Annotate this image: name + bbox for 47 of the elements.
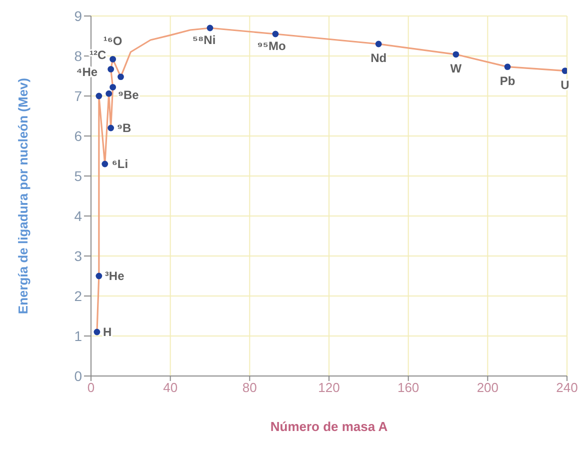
y-tick-label: 9 xyxy=(74,8,82,24)
y-tick-label: 7 xyxy=(74,88,82,104)
annotation: H xyxy=(102,325,112,339)
y-tick-label: 1 xyxy=(74,328,82,344)
y-tick-label: 8 xyxy=(74,48,82,64)
y-axis-title: Energía de ligadura por nucleón (Mev) xyxy=(15,78,30,314)
annotation: ⁹⁵Mo xyxy=(257,39,286,53)
x-tick-label: 0 xyxy=(87,380,95,396)
annotation: ⁵⁸Ni xyxy=(192,33,216,47)
annotation: ⁹B xyxy=(116,121,132,135)
point xyxy=(110,84,116,90)
x-tick-label: 200 xyxy=(476,380,499,396)
point xyxy=(108,66,114,72)
annotation: ⁹Be xyxy=(118,88,140,102)
annotation: W xyxy=(450,61,462,76)
point xyxy=(102,160,108,168)
annotation: ⁶Li xyxy=(112,157,128,171)
y-tick-label: 5 xyxy=(74,168,82,184)
x-tick-label: 120 xyxy=(318,380,340,396)
point xyxy=(110,56,116,62)
x-tick-label: 80 xyxy=(242,380,257,396)
point xyxy=(96,92,102,100)
x-axis-title: Número de masa A xyxy=(270,419,388,434)
y-tick-label: 3 xyxy=(74,248,82,264)
point xyxy=(375,40,382,48)
point xyxy=(106,90,112,97)
x-tick-label: 40 xyxy=(163,380,178,396)
point xyxy=(562,68,567,74)
point xyxy=(118,74,124,80)
point xyxy=(206,24,214,32)
point xyxy=(504,64,511,70)
point xyxy=(94,328,100,336)
y-tick-label: 6 xyxy=(74,128,82,144)
y-tick-label: 2 xyxy=(74,288,82,304)
point xyxy=(272,30,279,38)
point xyxy=(452,51,460,58)
annotation: Pb xyxy=(500,74,516,88)
annotation: ³He xyxy=(104,269,125,283)
y-tick-label: 4 xyxy=(74,208,82,224)
x-tick-label: 240 xyxy=(556,380,578,396)
y-tick-label: 0 xyxy=(74,368,82,384)
annotation: U xyxy=(560,78,570,92)
annotation: Nd xyxy=(370,51,387,65)
point xyxy=(96,272,102,280)
point xyxy=(108,124,114,132)
x-tick-label: 160 xyxy=(397,380,420,396)
annotation: ¹⁶O xyxy=(103,34,122,48)
